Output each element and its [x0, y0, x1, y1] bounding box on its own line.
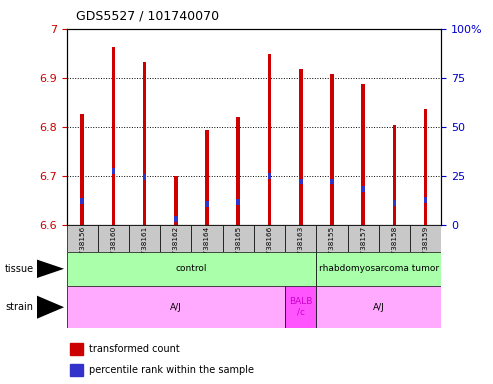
Bar — [98, 225, 129, 252]
Bar — [285, 286, 317, 328]
Text: GSM738159: GSM738159 — [423, 226, 428, 270]
Bar — [317, 225, 348, 252]
Text: GSM738162: GSM738162 — [173, 226, 179, 270]
Text: GSM738156: GSM738156 — [79, 226, 85, 270]
Bar — [143, 174, 146, 180]
Bar — [205, 130, 209, 225]
Bar — [80, 114, 84, 225]
Bar — [70, 364, 83, 376]
Text: BALB
/c: BALB /c — [289, 298, 313, 317]
Bar — [111, 168, 115, 174]
Bar — [330, 74, 334, 225]
Bar — [160, 225, 191, 252]
Text: GSM738157: GSM738157 — [360, 226, 366, 270]
Bar — [285, 225, 317, 252]
Polygon shape — [37, 296, 64, 319]
Bar — [361, 84, 365, 225]
Bar — [111, 47, 115, 225]
Bar — [361, 187, 365, 192]
Bar — [70, 343, 83, 355]
Bar — [392, 200, 396, 205]
Bar — [410, 225, 441, 252]
Text: GDS5527 / 101740070: GDS5527 / 101740070 — [76, 10, 219, 23]
Text: GSM738164: GSM738164 — [204, 226, 210, 270]
Text: control: control — [176, 264, 207, 273]
Bar — [237, 117, 240, 225]
Bar — [191, 225, 223, 252]
Bar — [330, 179, 334, 184]
Text: GSM738163: GSM738163 — [298, 226, 304, 270]
Bar — [129, 225, 160, 252]
Text: GSM738158: GSM738158 — [391, 226, 397, 270]
Bar — [67, 225, 98, 252]
Text: transformed count: transformed count — [89, 344, 180, 354]
Bar — [299, 179, 303, 184]
Bar — [268, 173, 271, 179]
Bar — [317, 252, 441, 286]
Text: GSM738165: GSM738165 — [235, 226, 241, 270]
Bar — [174, 216, 177, 222]
Text: tissue: tissue — [5, 264, 34, 274]
Bar — [80, 198, 84, 204]
Text: GSM738161: GSM738161 — [141, 226, 147, 270]
Text: percentile rank within the sample: percentile rank within the sample — [89, 364, 254, 374]
Bar — [254, 225, 285, 252]
Bar — [67, 286, 285, 328]
Bar — [348, 225, 379, 252]
Text: GSM738155: GSM738155 — [329, 226, 335, 270]
Bar — [299, 69, 303, 225]
Text: GSM738166: GSM738166 — [267, 226, 273, 270]
Text: strain: strain — [5, 302, 33, 312]
Text: A/J: A/J — [170, 303, 182, 312]
Bar — [424, 109, 427, 225]
Bar — [205, 201, 209, 207]
Bar — [174, 176, 177, 225]
Text: A/J: A/J — [373, 303, 385, 312]
Bar — [237, 199, 240, 205]
Text: GSM738160: GSM738160 — [110, 226, 116, 270]
Bar — [392, 125, 396, 225]
Bar — [379, 225, 410, 252]
Bar — [424, 197, 427, 203]
Bar — [67, 252, 317, 286]
Bar — [223, 225, 254, 252]
Bar — [268, 54, 271, 225]
Bar — [143, 61, 146, 225]
Polygon shape — [37, 260, 64, 278]
Text: rhabdomyosarcoma tumor: rhabdomyosarcoma tumor — [319, 264, 439, 273]
Bar — [317, 286, 441, 328]
